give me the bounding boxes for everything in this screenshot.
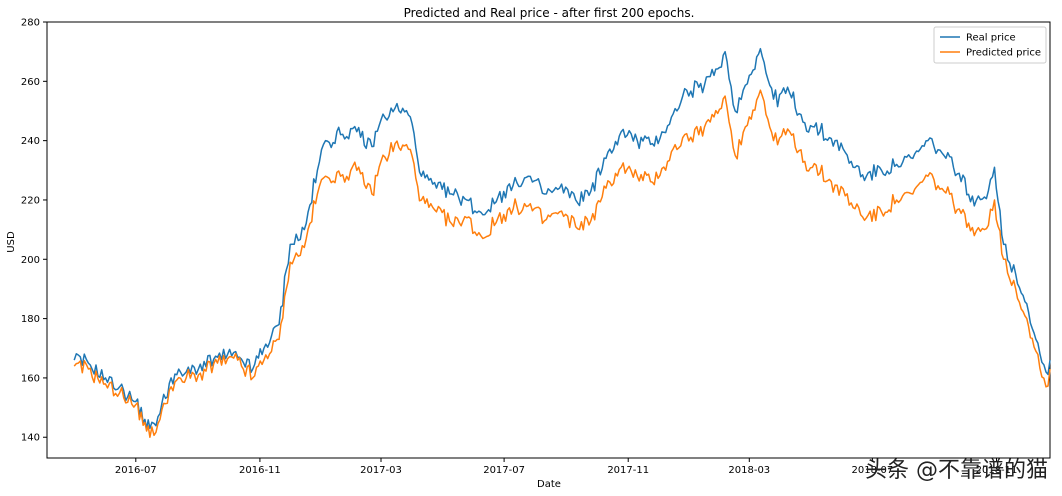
- axes-layer: 140 160 180 200 220 240 260 280 2016-07 2016-11 20…: [21, 18, 1051, 476]
- watermark-text: 头条 @不靠谱的猫: [865, 458, 1048, 483]
- series-layer: [73, 47, 1051, 438]
- chart-title: Predicted and Real price - after first 2…: [404, 6, 695, 20]
- plot-frame: [46, 21, 1051, 459]
- y-tick-label: 240: [21, 136, 40, 147]
- x-tick-label: 2017-11: [607, 465, 649, 476]
- y-tick-label: 280: [21, 18, 40, 29]
- x-axis-label: Date: [537, 479, 561, 490]
- y-axis-label: USD: [6, 231, 17, 253]
- legend-label: Predicted price: [966, 48, 1041, 59]
- y-tick-label: 260: [21, 77, 40, 88]
- x-tick-label: 2017-07: [483, 465, 525, 476]
- series-line-real-price: [73, 47, 1051, 430]
- x-tick-label: 2016-11: [239, 465, 281, 476]
- legend-box: [933, 26, 1047, 64]
- y-tick-label: 180: [21, 314, 40, 325]
- y-tick-label: 140: [21, 433, 40, 444]
- legend: Real price Predicted price: [933, 26, 1047, 64]
- y-tick-label: 200: [21, 255, 40, 266]
- x-tick-label: 2018-07: [852, 465, 894, 476]
- y-tick-label: 160: [21, 373, 40, 384]
- x-tick-label: 2016-07: [115, 465, 157, 476]
- legend-label: Real price: [966, 33, 1016, 44]
- y-tick-label: 220: [21, 195, 40, 206]
- y-axis-label-group: USD: [6, 231, 17, 253]
- x-tick-label: 2018-11: [976, 465, 1018, 476]
- x-tick-label: 2017-03: [360, 465, 402, 476]
- x-tick-label: 2018-03: [728, 465, 770, 476]
- series-line-predicted-price: [73, 89, 1051, 438]
